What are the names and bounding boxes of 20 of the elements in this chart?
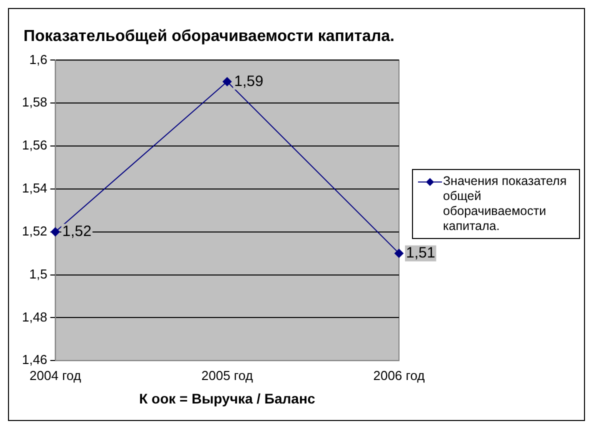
data-label: 1,59 [234,72,264,90]
y-tick-label: 1,56 [22,138,48,153]
y-tick-label: 1,46 [22,352,48,368]
data-label: 1,52 [62,223,92,240]
data-label: 1,51 [406,244,436,262]
x-tick-label: 2004 год [30,368,82,383]
point [50,227,60,236]
point [222,77,232,86]
y-tick-label: 1,5 [29,266,48,282]
x-tick-label: 2005 год [201,368,254,383]
y-tick-label: 1,52 [22,223,48,238]
x-tick-label: 2006 год [373,368,426,383]
y-tick-label: 1,58 [22,94,48,110]
point [394,248,404,258]
chart-title: Показательобщей оборачиваемости капитала. [24,28,394,46]
x-axis-title: К оок = Выручка / Баланс [139,390,316,406]
y-tick-label: 1,48 [22,309,48,324]
y-tick-label: 1,6 [29,52,48,67]
y-tick-label: 1,54 [22,180,48,196]
legend-label: Значения показателя общей оборачиваемости капитала. [443,174,568,234]
